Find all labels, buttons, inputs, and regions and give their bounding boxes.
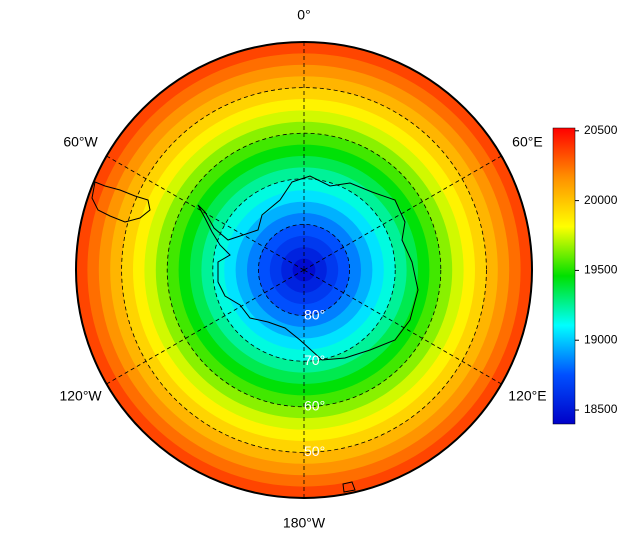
- meridian: [106, 155, 305, 271]
- meridian-label: 120°W: [59, 388, 102, 404]
- parallel-label: 60°: [304, 398, 325, 414]
- map-boundary: [75, 41, 533, 499]
- meridian: [303, 155, 502, 271]
- meridian-label: 0°: [297, 7, 310, 23]
- parallel-label: 50°: [304, 443, 325, 459]
- meridian-label: 60°E: [512, 134, 543, 150]
- parallel-label: 70°: [304, 352, 325, 368]
- colorbar-tick-label: 18500: [584, 402, 618, 416]
- meridian-label: 180°W: [283, 515, 326, 531]
- colorbar-tick-label: 20000: [584, 193, 618, 207]
- meridian: [106, 269, 305, 385]
- colorbar-tick-label: 19500: [584, 263, 618, 277]
- colorbar: [552, 127, 576, 425]
- meridian-label: 120°E: [508, 388, 546, 404]
- parallel-label: 80°: [304, 306, 325, 322]
- meridian: [303, 269, 502, 385]
- coastlines: [91, 175, 419, 493]
- colorbar-tick-label: 19000: [584, 332, 618, 346]
- colorbar-tick-label: 20500: [584, 123, 618, 137]
- meridian-label: 60°W: [63, 134, 98, 150]
- parallel: [121, 87, 487, 453]
